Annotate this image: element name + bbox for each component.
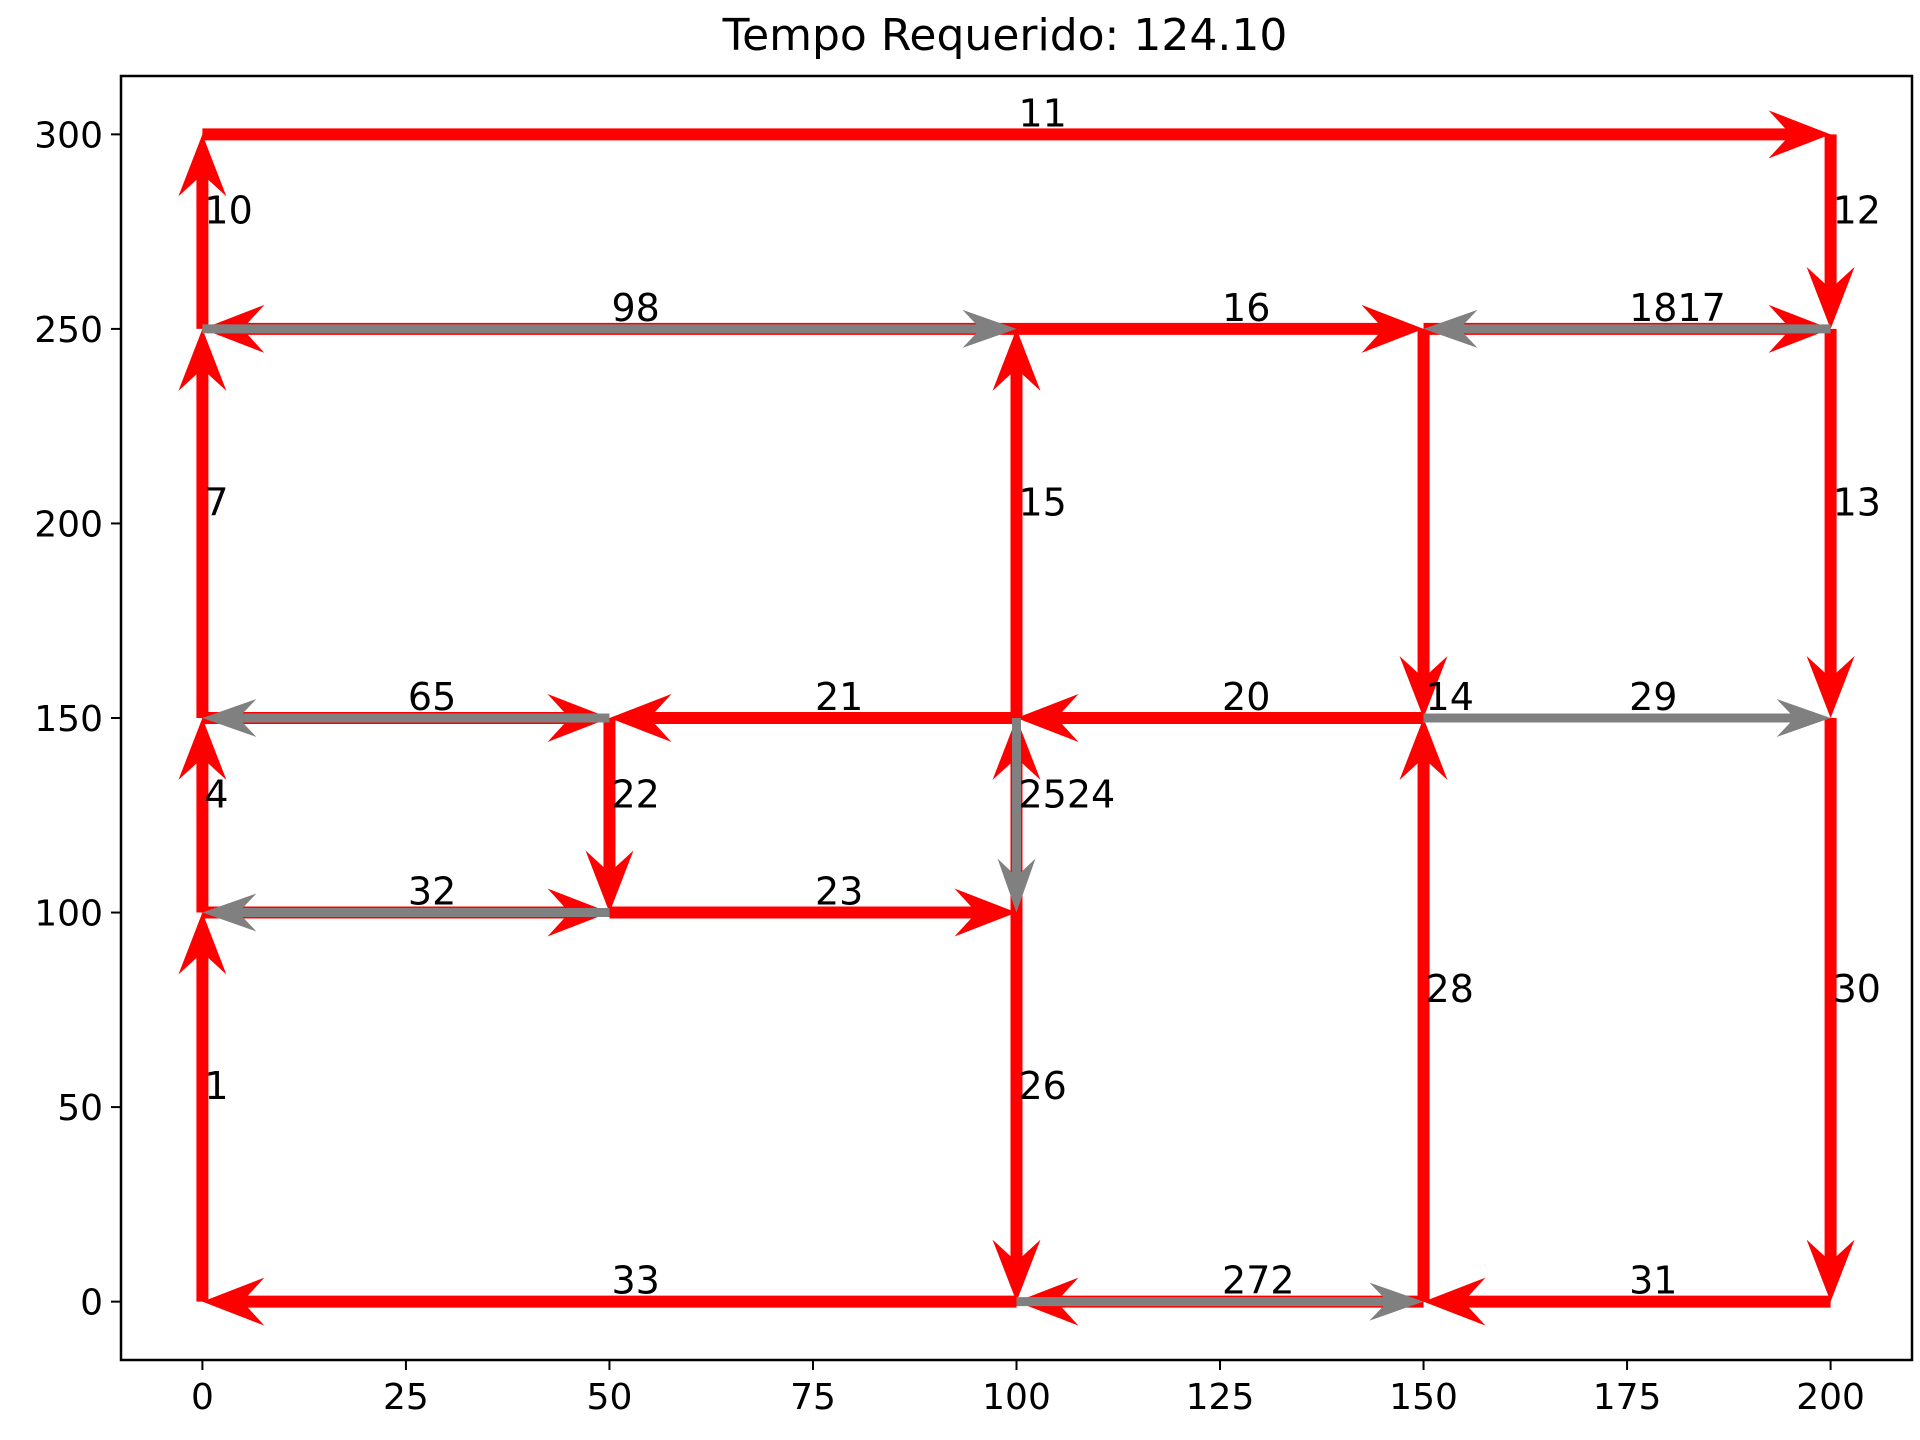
edge-label: 15 xyxy=(1019,480,1067,524)
edge-arrow-12 xyxy=(1806,134,1855,329)
edge-arrow-28 xyxy=(1399,718,1448,1302)
edge-arrowhead xyxy=(1399,718,1448,780)
edge-arrow-14 xyxy=(1399,328,1448,718)
edge-label: 31 xyxy=(1629,1259,1677,1303)
x-tick-label: 175 xyxy=(1593,1377,1662,1418)
edge-arrowhead xyxy=(1423,1277,1486,1326)
edge-arrowhead xyxy=(992,328,1041,391)
edge-arrowhead xyxy=(1806,656,1855,718)
edge-label: 22 xyxy=(611,772,659,816)
edge-arrow-10 xyxy=(178,134,227,329)
edge-label: 65 xyxy=(408,675,456,719)
edge-arrow-2 xyxy=(1016,1282,1424,1321)
edge-arrow-31 xyxy=(1423,1277,1831,1326)
x-tick-label: 0 xyxy=(191,1377,214,1418)
edge-arrowhead xyxy=(1806,266,1855,329)
edge-label: 30 xyxy=(1833,967,1881,1011)
edge-arrowhead xyxy=(609,694,672,742)
edge-arrowhead xyxy=(202,893,257,932)
chart-title: Tempo Requerido: 124.10 xyxy=(722,10,1288,61)
edge-arrow-26 xyxy=(992,912,1041,1302)
edge-arrow-7 xyxy=(178,328,227,718)
edge-label: 32 xyxy=(408,870,456,914)
edge-arrowhead xyxy=(1016,694,1079,742)
edge-arrow-29 xyxy=(1423,699,1831,737)
edge-label: 272 xyxy=(1222,1259,1295,1303)
edge-arrowhead xyxy=(1806,1239,1855,1302)
edge-arrow-32 xyxy=(202,893,610,932)
edge-label: 28 xyxy=(1426,967,1474,1011)
edge-label: 13 xyxy=(1833,480,1881,524)
x-tick-label: 125 xyxy=(1186,1377,1255,1418)
edge-label: 29 xyxy=(1629,675,1677,719)
x-tick-label: 50 xyxy=(587,1377,633,1418)
edge-arrowhead xyxy=(954,888,1017,937)
edge-arrow-6 xyxy=(202,699,610,737)
plot-area: 0 25 50 75 100 125 150 175 200 0 50 100 150 200 250 300… xyxy=(34,74,1914,1418)
y-tick-label: 200 xyxy=(34,504,103,545)
edge-arrow-21 xyxy=(609,694,1017,742)
x-tick-label: 100 xyxy=(982,1377,1051,1418)
edge-arrowhead xyxy=(1369,1282,1424,1321)
edge-arrow-9 xyxy=(202,309,1017,348)
edge-label: 12 xyxy=(1833,189,1881,233)
edge-label: 23 xyxy=(815,870,863,914)
edge-arrow-25 xyxy=(997,718,1036,913)
edge-label: 10 xyxy=(204,189,252,233)
edge-arrowhead xyxy=(202,1277,265,1326)
edge-label: 11 xyxy=(1019,91,1067,135)
y-tick-label: 100 xyxy=(34,894,103,935)
edge-arrowhead xyxy=(1768,110,1831,159)
edge-arrow-33 xyxy=(202,1277,1017,1326)
edge-arrowhead xyxy=(997,858,1036,913)
x-tick-label: 75 xyxy=(790,1377,836,1418)
edge-arrow-23 xyxy=(609,888,1017,937)
x-tick-label: 25 xyxy=(383,1377,429,1418)
edge-arrow-15 xyxy=(992,328,1041,718)
edge-arrowhead xyxy=(202,699,257,737)
edge-label: 33 xyxy=(611,1259,659,1303)
edge-label: 4 xyxy=(204,772,228,816)
y-tick-label: 50 xyxy=(57,1088,103,1129)
edge-arrow-11 xyxy=(202,110,1831,159)
edge-arrowhead xyxy=(992,1239,1041,1302)
edge-arrow-1 xyxy=(178,912,227,1302)
edge-arrow-18 xyxy=(1423,309,1831,348)
edge-arrowhead xyxy=(1423,309,1478,348)
edge-arrow-30 xyxy=(1806,718,1855,1302)
x-tick-label: 200 xyxy=(1796,1377,1865,1418)
edge-arrowhead xyxy=(962,309,1017,348)
edge-arrow-20 xyxy=(1016,694,1424,742)
y-tick-label: 250 xyxy=(34,310,103,351)
edge-label: 1817 xyxy=(1629,286,1726,330)
edge-label: 16 xyxy=(1222,286,1270,330)
edge-label: 26 xyxy=(1019,1064,1067,1108)
edge-label: 98 xyxy=(611,286,659,330)
edge-arrow-16 xyxy=(1016,304,1424,353)
edge-arrowhead xyxy=(178,328,227,391)
edge-label: 14 xyxy=(1426,675,1474,719)
edge-label: 20 xyxy=(1222,675,1270,719)
edge-label: 1 xyxy=(204,1064,228,1108)
y-tick-label: 0 xyxy=(80,1283,103,1324)
edge-label: 2524 xyxy=(1019,772,1116,816)
edge-arrow-4 xyxy=(178,718,227,913)
y-tick-label: 150 xyxy=(34,699,103,740)
y-tick-label: 300 xyxy=(34,115,103,156)
edge-arrowhead xyxy=(585,850,634,913)
edge-label: 7 xyxy=(204,480,228,524)
edge-arrowhead xyxy=(178,912,227,975)
edge-arrowhead xyxy=(178,718,227,780)
edge-arrow-22 xyxy=(585,718,634,913)
edge-arrowhead xyxy=(1361,304,1424,353)
edge-arrowhead xyxy=(1776,699,1831,737)
edge-arrowhead xyxy=(1399,656,1448,718)
x-tick-label: 150 xyxy=(1389,1377,1458,1418)
edge-arrowhead xyxy=(178,134,227,197)
edge-arrow-13 xyxy=(1806,328,1855,718)
edge-label: 21 xyxy=(815,675,863,719)
